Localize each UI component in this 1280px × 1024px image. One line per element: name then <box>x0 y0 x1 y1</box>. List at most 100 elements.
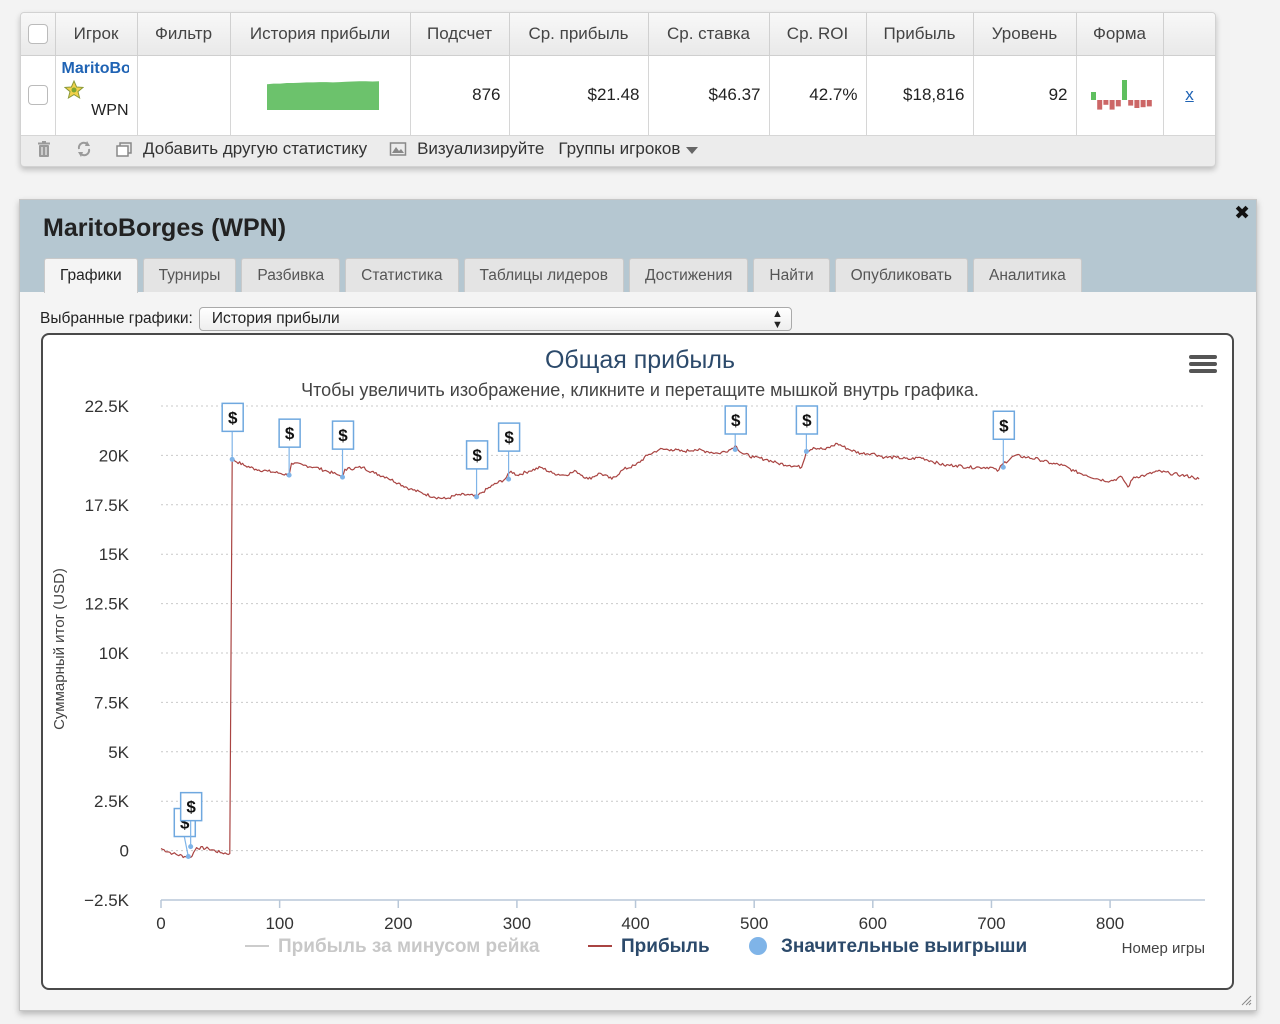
col-header-player[interactable]: Игрок <box>55 13 138 56</box>
chart-title: Общая прибыль <box>545 346 735 374</box>
big-win-marker[interactable]: $ <box>497 422 521 482</box>
panel-header: MaritoBorges (WPN) ✖ Графики Турниры Разби… <box>20 200 1256 293</box>
col-header-profit-history[interactable]: История прибыли <box>230 13 411 56</box>
big-win-flag-label: $ <box>731 411 741 430</box>
col-header-avg-roi[interactable]: Ср. ROI <box>769 13 867 56</box>
legend-item[interactable]: Прибыль <box>588 936 710 957</box>
select-all-checkbox[interactable] <box>27 24 48 44</box>
tab-9[interactable]: Аналитика <box>972 258 1082 292</box>
row-checkbox[interactable] <box>27 85 48 106</box>
legend-label: Значительные выигрыши <box>781 936 1027 957</box>
big-win-marker[interactable]: $ <box>331 420 355 480</box>
resize-grip-icon[interactable] <box>1240 994 1252 1006</box>
big-win-flag-label: $ <box>504 428 514 447</box>
level-cell: 92 <box>973 55 1077 136</box>
image-chart-icon <box>389 142 407 156</box>
trash-icon[interactable] <box>35 140 53 158</box>
form-bars <box>1090 79 1152 110</box>
big-win-flag-label: $ <box>228 408 238 427</box>
count-cell: 876 <box>410 55 510 136</box>
tab-2[interactable]: Турниры <box>142 258 237 292</box>
add-stat-label: Добавить другую статистику <box>143 139 368 158</box>
big-win-marker[interactable]: $ <box>278 418 301 478</box>
big-win-marker[interactable]: $ <box>724 405 747 452</box>
big-win-marker[interactable]: $ <box>221 402 244 462</box>
player-groups-dropdown[interactable]: Группы игроков <box>558 139 699 159</box>
profit-history-cell[interactable] <box>230 55 411 136</box>
chart-container[interactable]: Общая прибыль Чтобы увеличить изображение… <box>41 333 1234 990</box>
player-groups-label: Группы игроков <box>558 139 681 158</box>
big-win-flag-label: $ <box>338 426 348 445</box>
profit-chart[interactable]: Общая прибыль Чтобы увеличить изображение… <box>43 335 1234 990</box>
player-stats-panel: Игрок Фильтр История прибыли Подсчет Ср.… <box>20 12 1216 167</box>
tab-7[interactable]: Найти <box>753 258 830 292</box>
form-bar <box>1102 99 1108 105</box>
form-bar <box>1146 99 1152 106</box>
add-stat-button[interactable]: Добавить другую статистику <box>103 139 367 159</box>
legend-label: Прибыль <box>621 936 710 957</box>
refresh-icon[interactable] <box>75 140 93 158</box>
big-win-marker[interactable]: $ <box>465 440 489 500</box>
chart-select-row: Выбранные графики: История прибыли ▲ ▼ <box>40 307 792 331</box>
big-win-marker[interactable]: $ <box>992 410 1016 470</box>
tab-3[interactable]: Разбивка <box>241 258 341 292</box>
col-header-filter[interactable]: Фильтр <box>137 13 231 56</box>
tab-6[interactable]: Достижения <box>628 258 749 292</box>
y-tick-label: 15K <box>99 545 130 564</box>
table-toolbar: Добавить другую статистику Визуализируйт… <box>21 130 1215 166</box>
y-tick-label: 5K <box>108 743 129 762</box>
y-tick-label: 2.5K <box>94 792 130 811</box>
col-header-count[interactable]: Подсчет <box>410 13 510 56</box>
avg-stake-cell: $46.37 <box>648 55 770 136</box>
chart-select-value: История прибыли <box>211 310 340 327</box>
big-win-flag-label: $ <box>802 411 812 430</box>
player-detail-panel: MaritoBorges (WPN) ✖ Графики Турниры Разби… <box>19 199 1257 1011</box>
form-bar <box>1109 99 1115 110</box>
remove-player-link[interactable]: x <box>1185 85 1194 104</box>
legend-item[interactable]: Прибыль за минусом рейка <box>245 936 540 957</box>
col-header-avg-profit[interactable]: Ср. прибыль <box>509 13 649 56</box>
chart-select[interactable]: История прибыли ▲ ▼ <box>198 307 792 331</box>
tab-4[interactable]: Статистика <box>345 258 459 292</box>
tab-5[interactable]: Таблицы лидеров <box>463 258 624 292</box>
legend-label: Прибыль за минусом рейка <box>278 936 540 957</box>
row-checkbox-cell[interactable] <box>21 55 56 136</box>
big-win-marker[interactable]: $ <box>795 405 819 454</box>
chart-legend: Прибыль за минусом рейка Прибыль Значитель… <box>245 936 1027 957</box>
y-tick-label: 7.5K <box>94 693 130 712</box>
avg-profit-cell: $21.48 <box>509 55 649 136</box>
table-row: MaritoBorges WPN 876 $21.48 $46.37 42.7%… <box>21 55 1215 136</box>
col-header-form[interactable]: Форма <box>1076 13 1164 56</box>
col-header-remove <box>1163 13 1215 56</box>
player-stats-table: Игрок Фильтр История прибыли Подсчет Ср.… <box>21 13 1215 136</box>
x-tick-label: 0 <box>156 914 165 933</box>
tab-8[interactable]: Опубликовать <box>834 258 968 292</box>
x-tick-label: 200 <box>384 914 412 933</box>
legend-item[interactable]: Значительные выигрыши <box>749 936 1027 957</box>
add-column-icon <box>116 142 132 157</box>
chart-select-label: Выбранные графики: <box>40 310 193 327</box>
panel-title: MaritoBorges (WPN) <box>43 214 287 242</box>
big-win-marker[interactable]: $ <box>179 791 203 850</box>
select-all-checkbox-cell[interactable] <box>21 13 56 56</box>
big-win-flag-label: $ <box>472 446 482 465</box>
profit-cell: $18,816 <box>866 55 974 136</box>
col-header-profit[interactable]: Прибыль <box>866 13 974 56</box>
col-header-level[interactable]: Уровень <box>973 13 1077 56</box>
select-arrows-icon: ▲ ▼ <box>771 308 783 331</box>
player-site: WPN <box>91 101 129 119</box>
player-name-link[interactable]: MaritoBorges <box>61 59 129 77</box>
profit-history-sparkline[interactable] <box>231 56 411 130</box>
big-win-flag-label: $ <box>999 416 1009 435</box>
close-icon[interactable]: ✖ <box>1234 203 1250 224</box>
x-tick-label: 400 <box>621 914 649 933</box>
visualize-button[interactable]: Визуализируйте <box>381 139 544 159</box>
avg-roi-cell: 42.7% <box>769 55 867 136</box>
col-header-avg-stake[interactable]: Ср. ставка <box>648 13 770 56</box>
tab-1[interactable]: Графики <box>44 258 138 293</box>
form-bar <box>1133 99 1139 108</box>
profit-series-line[interactable] <box>160 442 1200 859</box>
chart-menu-icon[interactable] <box>1189 355 1217 373</box>
remove-cell[interactable]: x <box>1163 55 1215 136</box>
sparkline-area <box>266 80 379 110</box>
